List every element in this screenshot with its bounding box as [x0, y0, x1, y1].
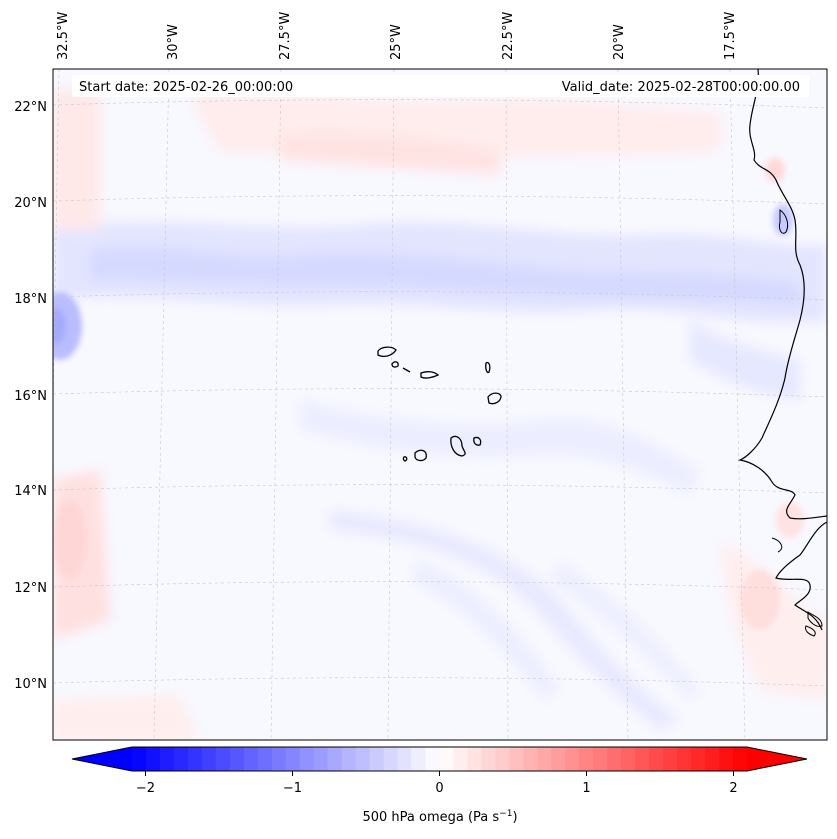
colorbar-cell [551, 747, 566, 771]
lat-label-14n: 14°N [14, 484, 47, 499]
colorbar-ticks: −2 −1 0 1 2 [136, 771, 738, 796]
colorbar-cell [299, 747, 315, 771]
colorbar-cell [593, 747, 608, 771]
colorbar-label: 500 hPa omega (Pa s−1) [362, 809, 517, 825]
colorbar-cell [523, 747, 538, 771]
lon-label-20w: 20°W [612, 24, 627, 60]
colorbar-cell [201, 747, 217, 771]
colorbar-cell [229, 747, 245, 771]
colorbar-cell [411, 747, 426, 771]
colorbar-tick-label: 0 [435, 781, 443, 796]
lat-label-12n: 12°N [14, 581, 47, 596]
africa-coastline [737, 69, 827, 631]
colorbar-cell [509, 747, 524, 771]
colorbar-cell [132, 747, 147, 771]
start-date-label: Start date: 2025-02-26_00:00:00 [79, 80, 293, 95]
colorbar-tick-label: −1 [283, 781, 302, 796]
colorbar-cell [719, 747, 734, 771]
colorbar-cell [537, 747, 552, 771]
valid-date-label: Valid_date: 2025-02-28T00:00:00.00 [562, 80, 800, 95]
colorbar-cell [481, 747, 496, 771]
colorbar-cell [355, 747, 371, 771]
colorbar-cell [145, 747, 161, 771]
colorbar-label-close: ) [512, 810, 517, 825]
lon-label-27.5w: 27.5°W [278, 12, 293, 60]
colorbar-cell [159, 747, 175, 771]
colorbar-cell [439, 747, 454, 771]
colorbar-cell [271, 747, 287, 771]
colorbar-cell [369, 747, 384, 771]
longitude-labels: 32.5°W 30°W 27.5°W 25°W 22.5°W 20°W 17.5… [56, 12, 738, 60]
lon-label-25w: 25°W [389, 24, 404, 60]
lon-label-22.5w: 22.5°W [501, 12, 516, 60]
colorbar-cell [635, 747, 650, 771]
colorbar-cell [285, 747, 301, 771]
colorbar-label-exponent: −1 [499, 809, 512, 819]
colorbar-cell [733, 747, 748, 771]
colorbar-cell [425, 747, 440, 771]
lat-label-10n: 10°N [14, 677, 47, 692]
omega-field [53, 69, 827, 740]
lat-label-22n: 22°N [14, 100, 47, 115]
colorbar-cell [243, 747, 259, 771]
lat-label-16n: 16°N [14, 389, 47, 404]
colorbar-cell [187, 747, 203, 771]
map-frame [52, 68, 828, 741]
colorbar-cell [327, 747, 343, 771]
colorbar-cell [565, 747, 580, 771]
colorbar-cell [341, 747, 357, 771]
lon-label-17.5w: 17.5°W [723, 12, 738, 60]
cape-verde-islands [377, 346, 502, 462]
colorbar-cell [383, 747, 398, 771]
lon-label-30w: 30°W [166, 24, 181, 60]
colorbar-label-text: 500 hPa omega (Pa s [362, 810, 499, 825]
colorbar-tick-label: 2 [729, 781, 737, 796]
gridlines [53, 69, 827, 740]
coast-detail [771, 209, 823, 637]
colorbar-cell [649, 747, 664, 771]
colorbar-cell [173, 747, 189, 771]
map-background [53, 69, 827, 740]
colorbar-cell [677, 747, 692, 771]
colorbar-cell [691, 747, 706, 771]
colorbar-outline [71, 746, 808, 772]
colorbar-cell [453, 747, 468, 771]
colorbar-cell [663, 747, 678, 771]
latitude-labels: 22°N 20°N 18°N 16°N 14°N 12°N 10°N [14, 100, 47, 692]
lat-label-20n: 20°N [14, 196, 47, 211]
lat-label-18n: 18°N [14, 292, 47, 307]
colorbar-cell [495, 747, 510, 771]
map-panel: Start date: 2025-02-26_00:00:00 Valid_da… [52, 68, 828, 741]
colorbar-tick-label: −2 [136, 781, 155, 796]
lon-label-32.5w: 32.5°W [56, 12, 71, 60]
colorbar-cell [467, 747, 482, 771]
colorbar-extend-low [72, 747, 132, 771]
colorbar-cell [607, 747, 622, 771]
colorbar-cell [257, 747, 273, 771]
colorbar-cell [215, 747, 231, 771]
colorbar-cell [579, 747, 594, 771]
colorbar-extend-high [747, 747, 807, 771]
colorbar-cells [132, 747, 748, 771]
colorbar-cell [705, 747, 720, 771]
colorbar-cell [313, 747, 329, 771]
colorbar-cell [397, 747, 412, 771]
date-banner-background [72, 75, 809, 97]
colorbar: −2 −1 0 1 2 500 hPa omega (Pa s−1) [71, 746, 808, 825]
colorbar-cell [621, 747, 636, 771]
colorbar-tick-label: 1 [582, 781, 590, 796]
